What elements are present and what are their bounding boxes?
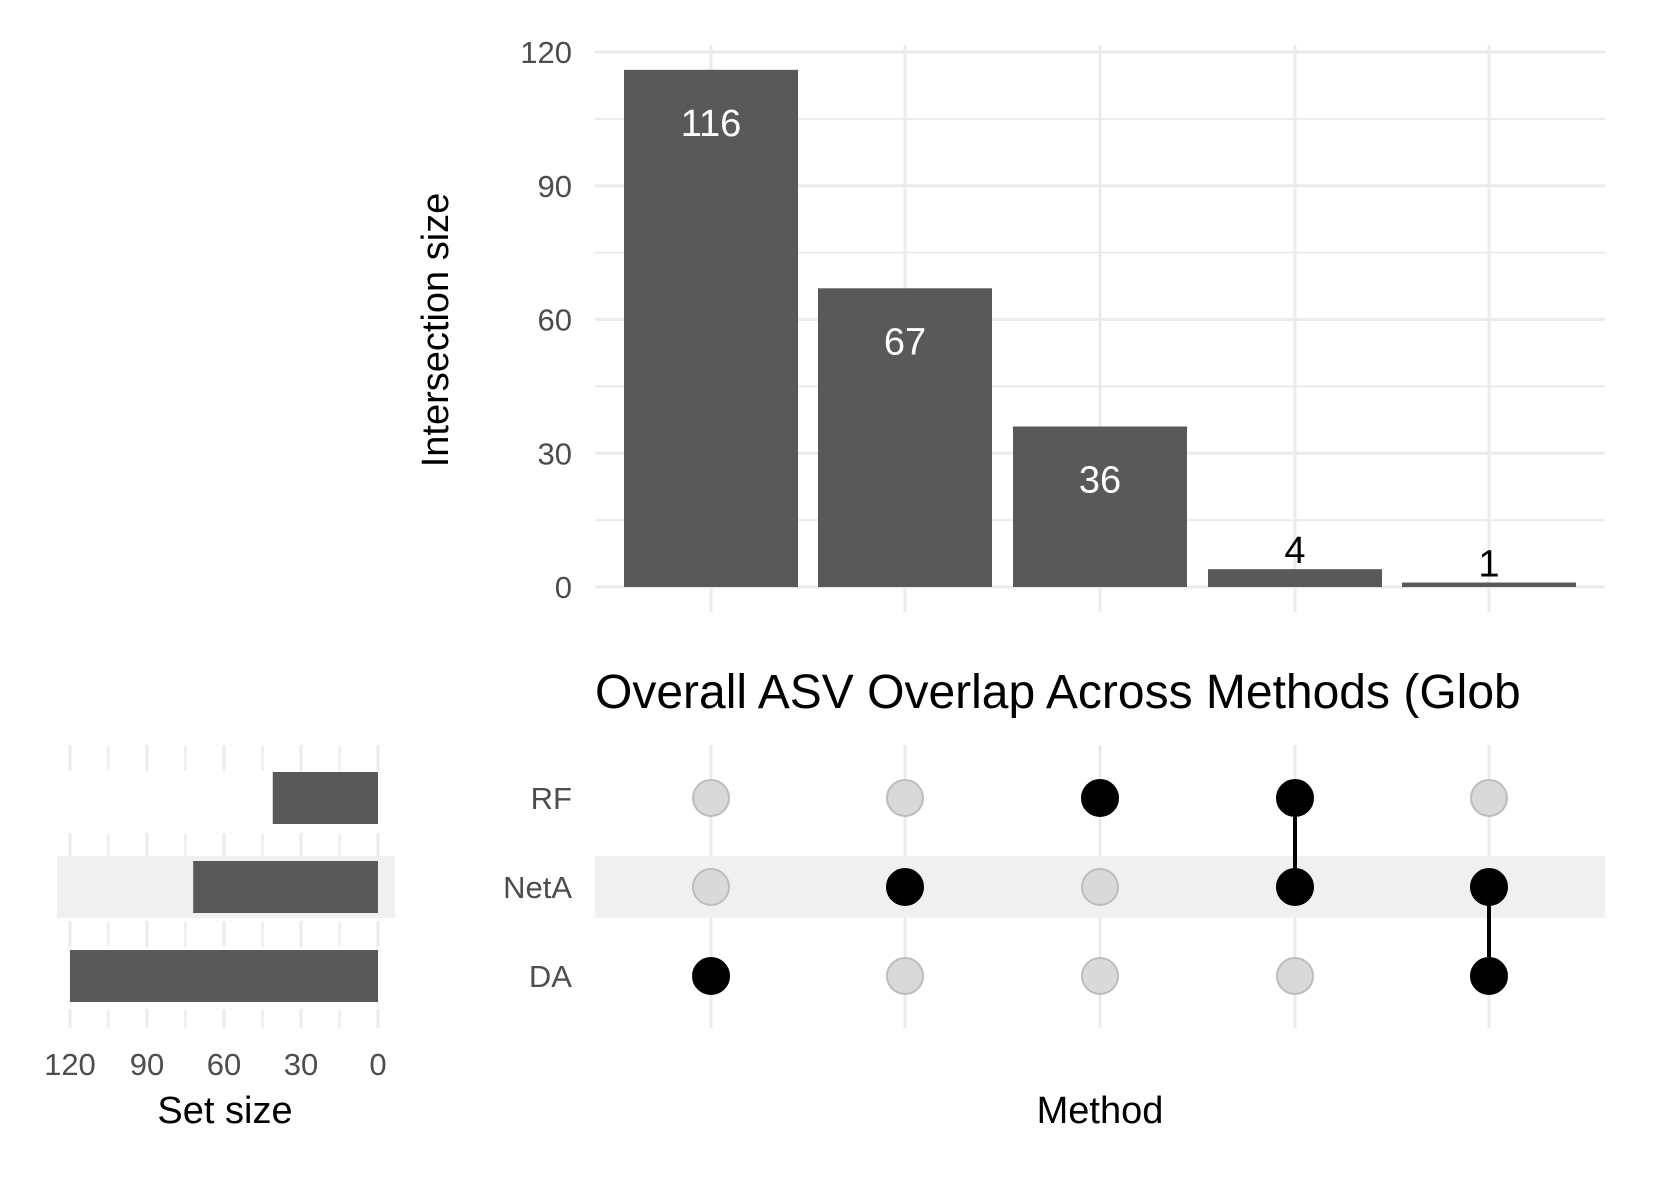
- intersection-bar-4: [1208, 569, 1382, 587]
- set-labels: RF NetA DA: [503, 781, 572, 994]
- x-axis-title: Method: [1037, 1090, 1164, 1132]
- set-size-bars: [69, 772, 379, 1002]
- set-label-da: DA: [529, 959, 572, 994]
- bar-value-label-4: 4: [1284, 530, 1305, 572]
- dot-2-rf-inactive: [886, 779, 924, 817]
- set-size-tick-0: 0: [369, 1047, 386, 1082]
- y-tick-labels: 0 30 60 90 120: [520, 35, 572, 605]
- dot-4-neta-active: [1276, 868, 1314, 906]
- bar-value-label-5: 1: [1478, 544, 1499, 586]
- dot-5-da-active: [1470, 957, 1508, 995]
- set-label-rf: RF: [531, 781, 572, 816]
- dot-5-neta-active: [1470, 868, 1508, 906]
- set-size-tick-30: 30: [284, 1047, 318, 1082]
- set-size-tick-labels: 120 90 60 30 0: [44, 1047, 387, 1082]
- set-size-axis-title: Set size: [157, 1090, 292, 1132]
- dot-3-rf-active: [1081, 779, 1119, 817]
- set-size-tick-90: 90: [130, 1047, 164, 1082]
- dot-4-rf-active: [1276, 779, 1314, 817]
- dot-1-rf-inactive: [692, 779, 730, 817]
- bar-value-label-2: 67: [884, 321, 926, 363]
- intersection-bar-1: [624, 69, 798, 588]
- dot-3-da-inactive: [1081, 957, 1119, 995]
- bar-value-label-1: 116: [681, 103, 742, 145]
- y-tick-90: 90: [538, 169, 572, 204]
- intersection-bar-labels: 116 67 36 4 1: [681, 103, 1500, 586]
- dot-1-da-active: [692, 957, 730, 995]
- set-size-tick-60: 60: [207, 1047, 241, 1082]
- dot-5-rf-inactive: [1470, 779, 1508, 817]
- set-size-bar-rf: [272, 772, 378, 824]
- y-tick-120: 120: [520, 35, 572, 70]
- dot-2-da-inactive: [886, 957, 924, 995]
- bar-value-label-3: 36: [1079, 460, 1121, 502]
- intersection-bar-5: [1402, 582, 1576, 587]
- y-tick-30: 30: [538, 436, 572, 471]
- dot-1-neta-inactive: [692, 868, 730, 906]
- intersection-bar-3: [1013, 426, 1187, 587]
- intersection-bars: [624, 69, 1576, 588]
- intersection-bar-2: [818, 288, 992, 587]
- set-size-tick-120: 120: [44, 1047, 96, 1082]
- matrix-dots: [692, 779, 1508, 995]
- set-label-neta: NetA: [503, 870, 572, 905]
- set-size-bar-neta: [193, 861, 378, 913]
- y-tick-60: 60: [538, 303, 572, 338]
- dot-3-neta-inactive: [1081, 868, 1119, 906]
- y-tick-0: 0: [555, 570, 572, 605]
- set-size-bar-da: [69, 950, 379, 1002]
- chart-title: Overall ASV Overlap Across Methods (Glob: [595, 666, 1521, 719]
- dot-2-neta-active: [886, 868, 924, 906]
- dot-4-da-inactive: [1276, 957, 1314, 995]
- y-axis-title: Intersection size: [415, 193, 457, 468]
